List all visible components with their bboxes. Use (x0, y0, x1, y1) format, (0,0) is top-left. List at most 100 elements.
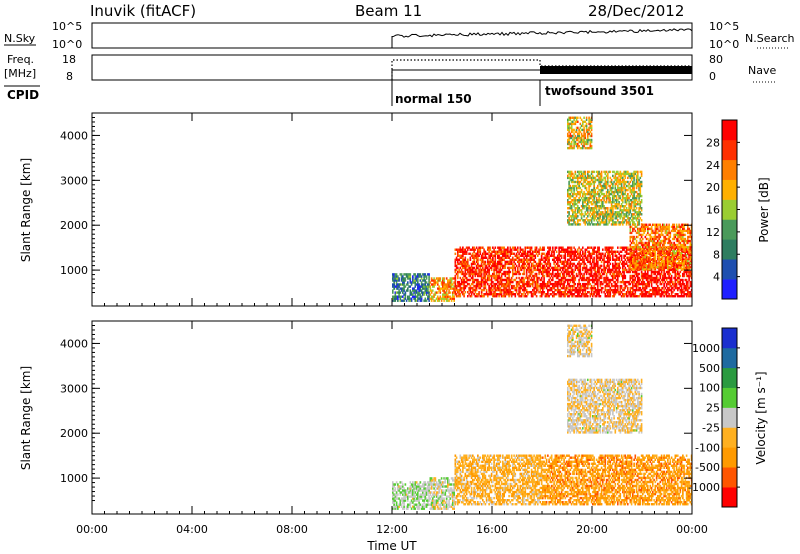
echo-cell (652, 288, 654, 292)
echo-cell (547, 258, 549, 261)
echo-cell (575, 264, 578, 268)
echo-cell (498, 262, 500, 266)
echo-cell (572, 293, 574, 296)
echo-cell (400, 289, 403, 292)
echo-cell (524, 293, 527, 296)
echo-cell (473, 254, 475, 257)
echo-cell (499, 256, 502, 259)
echo-cell (508, 293, 510, 296)
echo-cell (539, 284, 542, 288)
echo-cell (534, 254, 537, 257)
echo-cell (458, 291, 460, 294)
echo-cell (640, 280, 643, 284)
echo-cell (612, 221, 614, 224)
echo-cell (554, 280, 557, 284)
echo-cell (655, 235, 658, 239)
echo-cell (635, 250, 638, 253)
echo-cell (409, 293, 412, 296)
echo-cell (413, 291, 415, 294)
echo-cell (559, 268, 562, 272)
echo-cell (632, 251, 634, 255)
echo-cell (683, 243, 685, 247)
echo-cell (658, 272, 660, 276)
echo-cell (608, 291, 610, 294)
echo-cell (585, 270, 588, 274)
echo-cell (655, 291, 658, 294)
echo-cell (583, 199, 585, 202)
echo-cell (399, 287, 402, 290)
echo-cell (602, 205, 604, 208)
echo-cell (663, 260, 665, 263)
echo-cell (458, 254, 460, 257)
echo-cell (490, 291, 493, 294)
echo-cell (652, 229, 654, 233)
echo-cell (688, 270, 690, 274)
echo-cell (402, 295, 404, 298)
echo-cell (578, 170, 580, 174)
echo-cell (660, 288, 663, 292)
echo-cell (678, 274, 680, 278)
echo-cell (683, 227, 685, 231)
echo-cell (547, 260, 549, 264)
echo-cell (398, 285, 400, 288)
echo-cell (654, 225, 657, 229)
echo-cell (639, 227, 642, 231)
echo-cell (618, 266, 620, 270)
echo-cell (683, 286, 685, 290)
echo-cell (562, 262, 564, 266)
echo-cell (668, 258, 670, 261)
echo-cell (488, 286, 490, 290)
echo-cell (680, 239, 683, 243)
echo-cell (589, 194, 592, 198)
echo-cell (658, 293, 660, 296)
echo-cell (585, 176, 588, 180)
echo-cell (634, 243, 637, 247)
echo-cell (577, 201, 579, 204)
echo-cell (584, 282, 587, 286)
echo-cell (652, 270, 654, 274)
echo-cell (479, 272, 482, 276)
echo-cell (403, 279, 405, 282)
echo-cell (654, 237, 657, 241)
echo-cell (519, 248, 522, 251)
echo-cell (570, 188, 573, 192)
echo-cell (598, 268, 600, 272)
echo-cell (518, 264, 520, 268)
echo-cell (570, 246, 573, 249)
echo-cell (457, 270, 459, 274)
echo-cell (615, 176, 618, 180)
echo-cell (559, 260, 562, 264)
echo-cell (607, 207, 609, 210)
echo-cell (572, 176, 574, 180)
echo-cell (394, 285, 397, 288)
echo-cell (589, 184, 592, 188)
echo-cell (444, 287, 447, 290)
echo-cell (430, 291, 433, 294)
echo-cell (584, 205, 587, 208)
echo-cell (607, 196, 609, 200)
echo-cell (672, 282, 674, 286)
echo-cell (579, 274, 582, 278)
echo-cell (568, 192, 570, 196)
echo-cell (568, 246, 570, 249)
echo-cell (608, 201, 610, 204)
echo-cell (682, 231, 684, 235)
echo-cell (489, 260, 492, 264)
echo-cell (664, 293, 667, 296)
echo-cell (564, 278, 567, 282)
echo-cell (610, 203, 613, 206)
echo-cell (457, 276, 459, 280)
echo-cell (612, 246, 614, 249)
echo-cell (527, 293, 529, 296)
echo-cell (637, 245, 639, 249)
echo-cell (450, 299, 453, 302)
echo-cell (460, 262, 463, 266)
echo-cell (555, 288, 558, 292)
echo-cell (644, 243, 647, 247)
echo-cell (438, 285, 440, 288)
echo-cell (669, 241, 672, 245)
echo-cell (494, 268, 497, 272)
echo-cell (522, 250, 524, 253)
echo-cell (477, 274, 479, 278)
echo-cell (614, 205, 617, 208)
